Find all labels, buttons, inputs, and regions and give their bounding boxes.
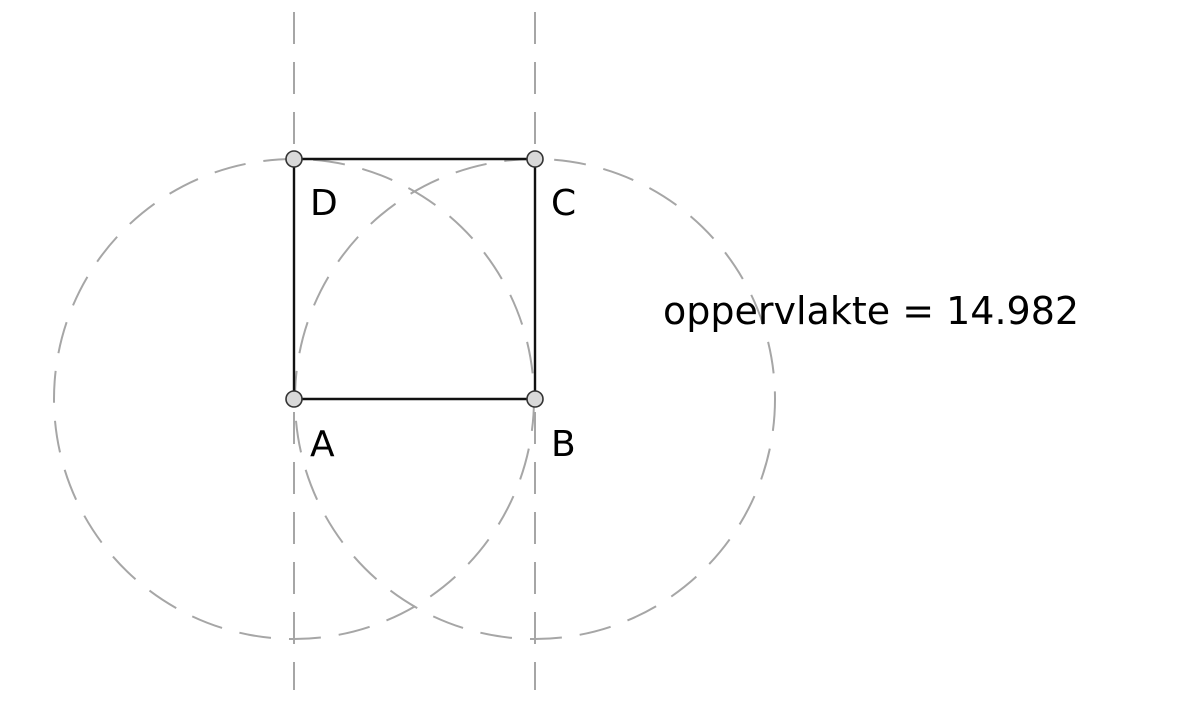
point-c[interactable]: [526, 150, 544, 168]
label-d: D: [310, 183, 338, 224]
vertices: [285, 150, 544, 408]
vertex-labels: A B C D: [310, 183, 576, 465]
square-abcd: [292, 157, 537, 401]
construction-layer: [53, 12, 776, 690]
label-c: C: [551, 183, 576, 224]
area-measurement[interactable]: oppervlakte = 14.982: [663, 289, 1079, 333]
point-d[interactable]: [285, 150, 303, 168]
point-b[interactable]: [526, 390, 544, 408]
point-a[interactable]: [285, 390, 303, 408]
label-b: B: [551, 424, 576, 465]
label-a: A: [310, 424, 335, 465]
